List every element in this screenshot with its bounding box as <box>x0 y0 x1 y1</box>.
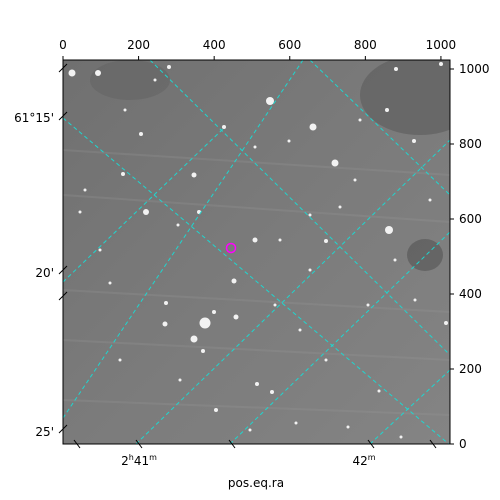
star <box>308 213 312 217</box>
star <box>121 172 125 176</box>
star <box>324 358 328 362</box>
star <box>98 248 102 252</box>
celestial-grid <box>63 60 450 444</box>
star <box>393 258 397 262</box>
star <box>353 178 357 182</box>
star <box>413 298 417 302</box>
stars-layer <box>68 62 448 439</box>
top-tick-label: 200 <box>127 38 150 52</box>
star <box>139 132 143 136</box>
star <box>358 118 362 122</box>
right-tick-label: 1000 <box>459 62 490 76</box>
grid-line <box>135 139 450 444</box>
star <box>273 303 277 307</box>
dark-region <box>90 60 170 100</box>
star <box>178 378 182 382</box>
right-tick-label: 600 <box>459 212 482 226</box>
star <box>309 123 317 131</box>
star <box>394 67 398 71</box>
target-marker <box>225 242 237 254</box>
star <box>298 328 302 332</box>
star <box>212 310 216 314</box>
ra-tick-marks <box>73 439 437 449</box>
star <box>108 281 112 285</box>
dec-tick-label: 25' <box>35 425 54 439</box>
star <box>118 358 122 362</box>
star <box>428 198 432 202</box>
grid-line <box>309 60 450 196</box>
dec-tick-label: 61°15' <box>14 111 54 125</box>
right-tick-label: 0 <box>459 437 467 451</box>
top-tick-label: 600 <box>278 38 301 52</box>
star <box>162 321 168 327</box>
star <box>143 209 149 215</box>
top-tick-label: 1000 <box>426 38 457 52</box>
star <box>83 188 87 192</box>
star <box>190 335 198 343</box>
star <box>366 303 370 307</box>
star <box>331 159 339 167</box>
star <box>176 223 180 227</box>
star <box>68 69 76 77</box>
star <box>153 78 157 82</box>
star <box>278 238 282 242</box>
star <box>412 139 416 143</box>
star <box>338 205 342 209</box>
star <box>385 226 393 234</box>
star <box>385 108 389 112</box>
star <box>199 317 211 329</box>
top-tick-label: 800 <box>354 38 377 52</box>
star <box>294 421 298 425</box>
right-tick-label: 200 <box>459 362 482 376</box>
dark-region <box>360 60 450 135</box>
star <box>231 278 237 284</box>
ra-tick-label: 42m <box>352 453 375 468</box>
plot-frame <box>62 59 451 445</box>
top-tick-label: 400 <box>203 38 226 52</box>
grid-line <box>63 127 225 283</box>
ra-tick-label: 2h41m <box>121 453 157 468</box>
star <box>324 239 328 243</box>
star <box>167 65 171 69</box>
star <box>287 139 291 143</box>
dec-tick-marks <box>58 63 68 434</box>
grid-line <box>229 231 450 444</box>
banding <box>63 149 450 416</box>
star <box>399 435 403 439</box>
star <box>164 301 168 305</box>
star <box>253 145 257 149</box>
top-tick-label: 0 <box>59 38 67 52</box>
star <box>233 314 239 320</box>
star <box>439 62 443 66</box>
star <box>123 108 127 112</box>
top-pixel-axis: 0 200 400 600 800 1000 <box>59 38 456 60</box>
star <box>444 321 448 325</box>
star <box>78 210 82 214</box>
star <box>95 70 101 76</box>
star <box>201 349 205 353</box>
sky-image <box>63 60 450 444</box>
star <box>248 428 252 432</box>
right-tick-label: 400 <box>459 287 482 301</box>
star <box>222 125 226 129</box>
dec-tick-label: 20' <box>35 266 54 280</box>
star <box>214 408 218 412</box>
star <box>308 268 312 272</box>
right-pixel-axis: 0 200 400 600 800 1000 <box>450 62 490 451</box>
star <box>270 390 274 394</box>
grid-line <box>63 117 450 444</box>
x-axis-label: pos.eq.ra <box>228 476 284 490</box>
star <box>191 172 197 178</box>
grid-line <box>63 60 304 419</box>
grid-line <box>149 60 450 356</box>
star <box>252 237 258 243</box>
star <box>266 97 274 105</box>
star <box>346 425 350 429</box>
star <box>377 389 381 393</box>
right-tick-label: 800 <box>459 137 482 151</box>
star <box>255 382 259 386</box>
